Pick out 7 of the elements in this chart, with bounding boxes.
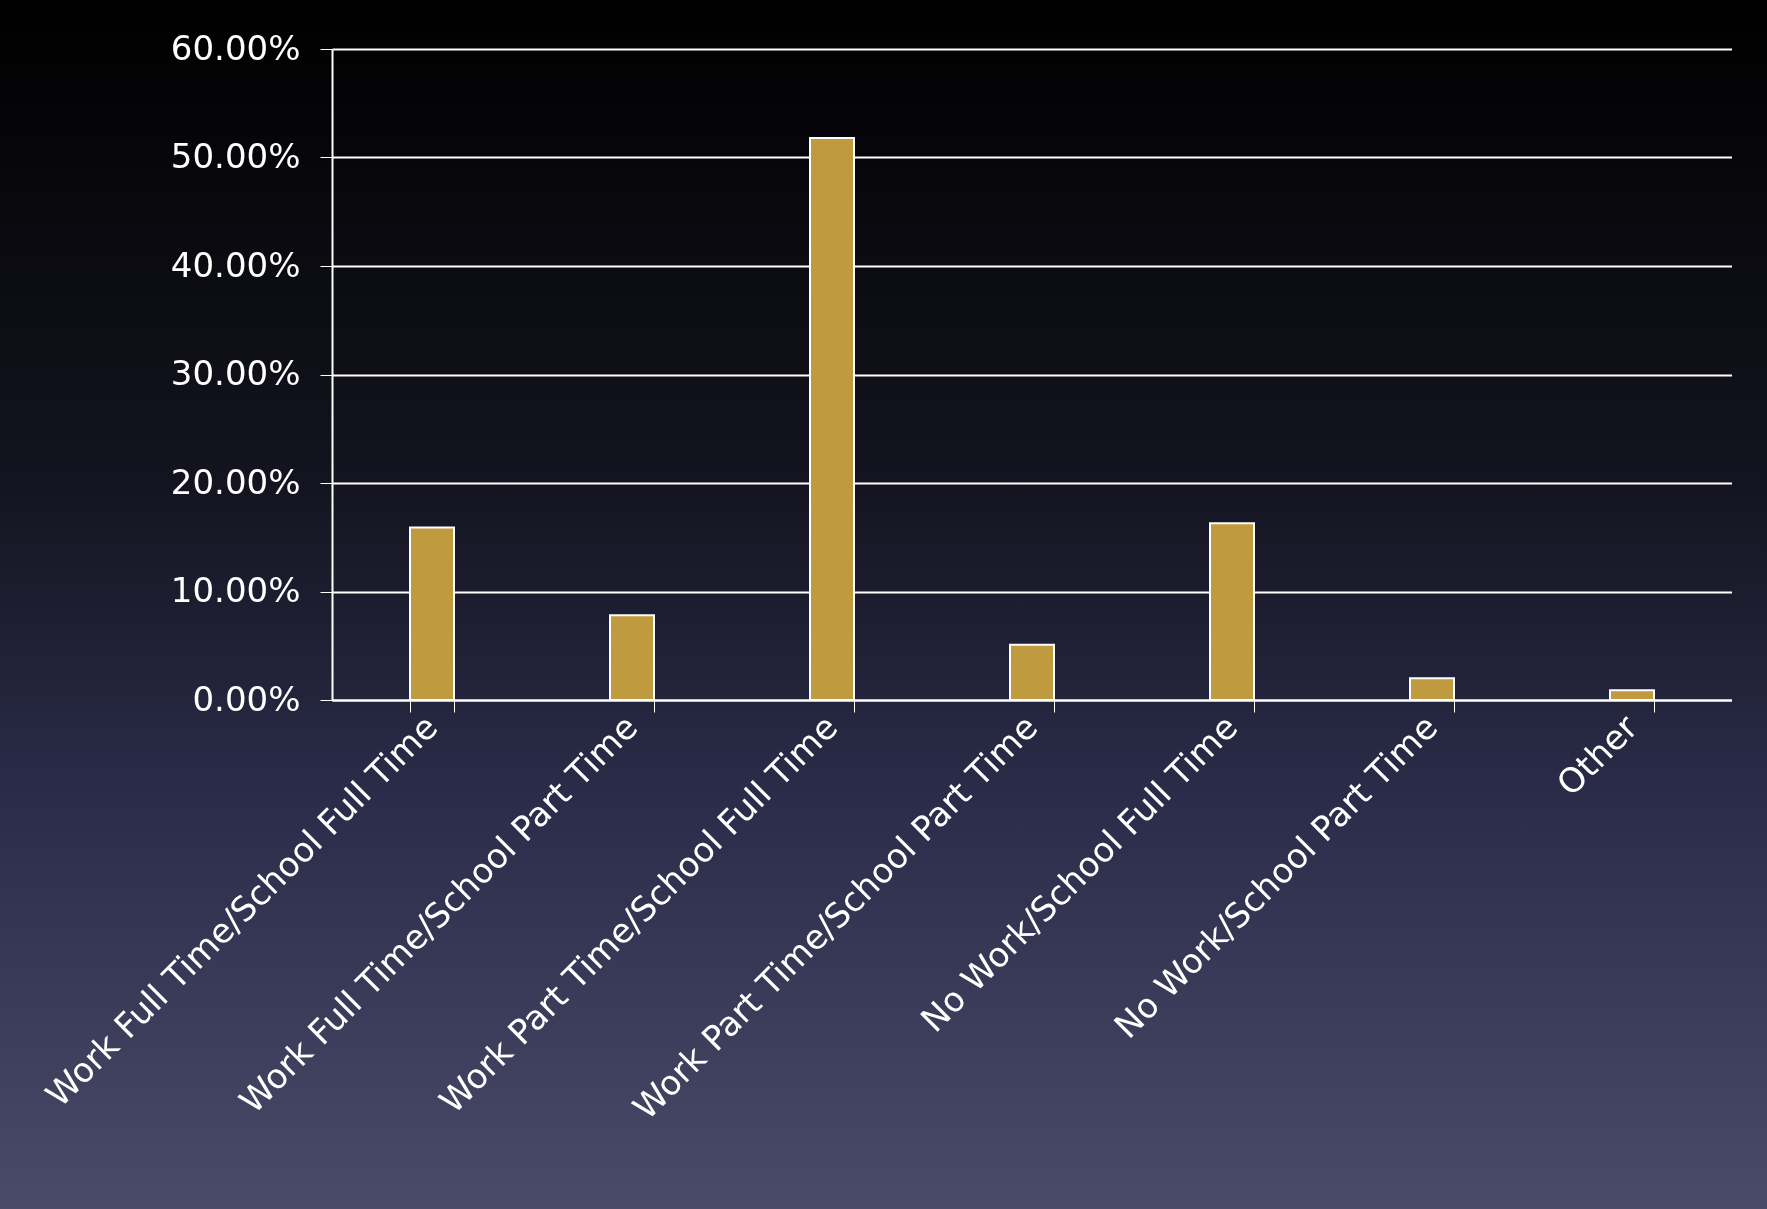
y-tick-label: 60.00% bbox=[170, 27, 301, 68]
y-tick-label: 40.00% bbox=[170, 244, 301, 285]
y-tick-label: 10.00% bbox=[170, 570, 301, 610]
y-tick-label: 30.00% bbox=[170, 353, 301, 393]
y-tick-label: 20.00% bbox=[170, 461, 301, 502]
y-tick-label: 0.00% bbox=[192, 678, 301, 719]
y-tick-label: 50.00% bbox=[170, 136, 301, 176]
